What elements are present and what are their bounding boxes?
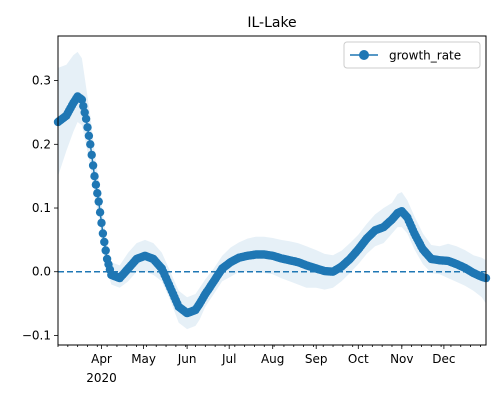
- y-axis: 0.3 0.2 0.1 0.0 −0.1: [22, 74, 58, 342]
- y-tick-label: −0.1: [22, 328, 51, 342]
- data-point: [95, 208, 105, 217]
- data-point: [94, 197, 103, 206]
- data-point: [88, 161, 98, 170]
- data-point: [81, 114, 91, 124]
- data-point: [86, 140, 95, 149]
- confidence-band: [58, 51, 486, 330]
- x-tick-label-aug: Aug: [261, 352, 284, 366]
- y-tick-label: 0.0: [32, 265, 51, 279]
- data-point: [79, 101, 88, 111]
- legend-box: [343, 41, 481, 69]
- x-tick-label-oct: Oct: [348, 352, 369, 366]
- x-tick-label-sep: Sep: [305, 352, 328, 366]
- data-point: [101, 246, 110, 255]
- confidence-band-layer: [58, 51, 486, 330]
- x-tick-label-nov: Nov: [390, 352, 413, 366]
- x-tick-label-apr: Apr: [91, 352, 112, 366]
- x-tick-label-may: May: [131, 352, 156, 366]
- x-tick-label-jun: Jun: [177, 352, 197, 366]
- data-point: [87, 150, 96, 160]
- x-tick-year-label: 2020: [86, 371, 117, 385]
- y-tick-label: 0.1: [32, 201, 51, 215]
- data-point: [83, 123, 92, 132]
- data-point: [93, 189, 102, 198]
- chart-title: IL-Lake: [247, 15, 296, 31]
- data-point: [98, 229, 108, 238]
- data-point: [80, 108, 89, 117]
- legend: growth_rate: [343, 41, 481, 69]
- data-point: [100, 237, 109, 247]
- data-point: [77, 95, 87, 104]
- y-tick-label: 0.2: [32, 137, 51, 151]
- x-tick-label-dec: Dec: [432, 352, 455, 366]
- data-point: [84, 131, 94, 140]
- x-tick-label-jul: Jul: [221, 352, 236, 366]
- marker-layer: [53, 92, 491, 318]
- legend-label-growth-rate: growth_rate: [389, 49, 461, 63]
- y-tick-label: 0.3: [32, 74, 51, 88]
- data-point: [97, 218, 106, 228]
- data-point: [91, 180, 101, 189]
- plot-frame: [57, 35, 487, 346]
- x-axis: Apr 2020 May Jun Jul Aug Sep Oct Nov Dec: [57, 345, 481, 385]
- data-point: [90, 172, 99, 181]
- legend-marker-icon: [359, 50, 369, 60]
